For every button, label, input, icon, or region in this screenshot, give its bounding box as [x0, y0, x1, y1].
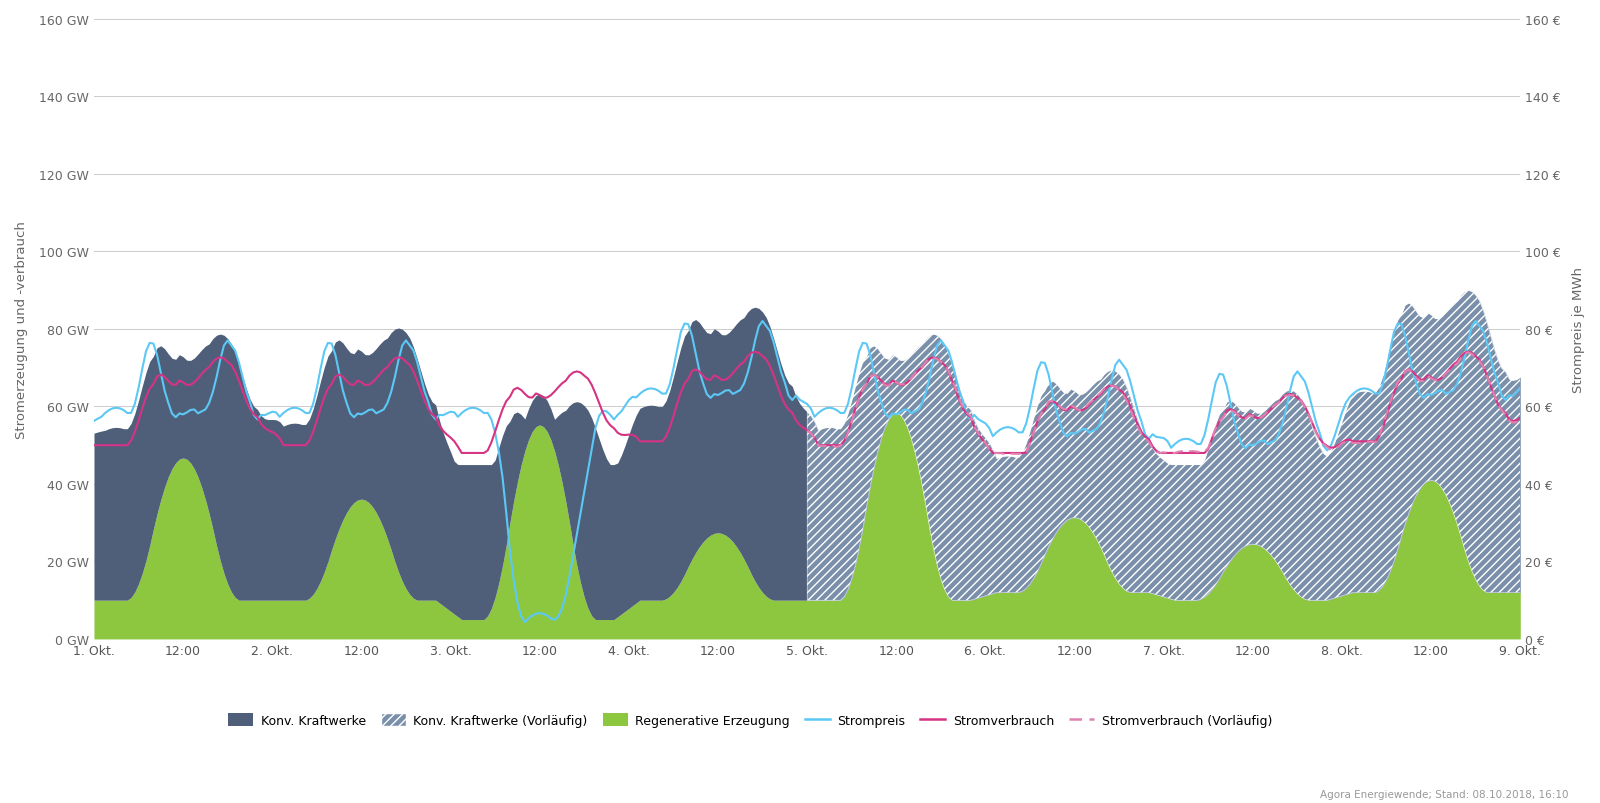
Y-axis label: Strompreis je MWh: Strompreis je MWh: [1571, 267, 1586, 393]
Legend: Konv. Kraftwerke, Konv. Kraftwerke (Vorläufig), Regenerative Erzeugung, Strompre: Konv. Kraftwerke, Konv. Kraftwerke (Vorl…: [224, 708, 1277, 732]
Y-axis label: Stromerzeugung und -verbrauch: Stromerzeugung und -verbrauch: [14, 221, 29, 438]
Text: Agora Energiewende; Stand: 08.10.2018, 16:10: Agora Energiewende; Stand: 08.10.2018, 1…: [1320, 789, 1568, 799]
